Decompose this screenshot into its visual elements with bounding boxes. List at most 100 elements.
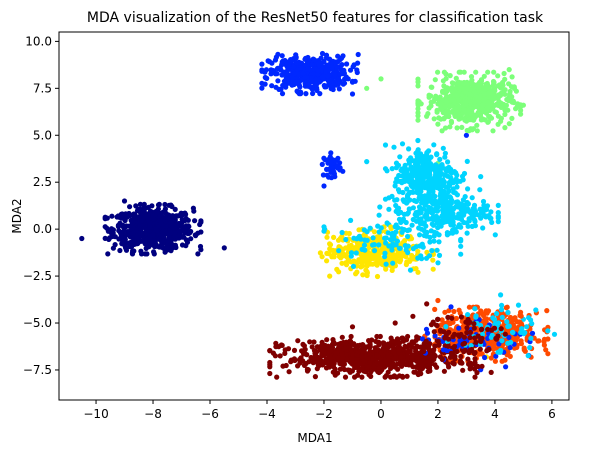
data-point bbox=[376, 242, 382, 248]
data-point bbox=[275, 78, 281, 84]
data-point bbox=[472, 360, 478, 366]
data-point bbox=[426, 94, 432, 100]
data-point bbox=[498, 326, 504, 332]
data-point bbox=[374, 273, 381, 280]
data-point bbox=[456, 325, 462, 331]
data-point bbox=[408, 164, 414, 170]
data-point bbox=[415, 248, 421, 254]
data-point bbox=[406, 173, 413, 179]
data-point bbox=[158, 212, 164, 218]
data-point bbox=[493, 353, 499, 359]
data-point bbox=[162, 201, 168, 208]
data-point bbox=[179, 223, 185, 230]
data-point bbox=[321, 183, 327, 189]
data-point bbox=[421, 348, 427, 354]
data-point bbox=[361, 254, 367, 260]
data-point bbox=[369, 337, 375, 343]
data-point bbox=[276, 86, 282, 92]
data-point bbox=[441, 83, 447, 89]
data-point bbox=[471, 321, 477, 327]
data-point bbox=[122, 243, 128, 249]
data-point bbox=[406, 146, 412, 152]
data-point bbox=[475, 333, 481, 339]
data-point bbox=[494, 311, 500, 317]
data-point bbox=[424, 233, 430, 239]
data-point bbox=[325, 78, 331, 84]
x-tick-label: −2 bbox=[315, 407, 333, 421]
data-point bbox=[335, 355, 341, 361]
y-axis-ticks: −7.5 −5.0 −2.5 0.0 2.5 5.0 7.5 10.0 bbox=[23, 34, 59, 377]
data-point bbox=[492, 88, 498, 94]
data-point bbox=[469, 82, 476, 88]
data-point bbox=[371, 364, 377, 371]
data-point bbox=[451, 308, 457, 315]
data-point bbox=[446, 336, 452, 342]
data-point bbox=[460, 203, 466, 209]
data-point bbox=[479, 311, 486, 317]
data-point bbox=[408, 178, 415, 185]
data-point bbox=[335, 370, 341, 376]
data-point bbox=[452, 356, 458, 362]
data-point bbox=[364, 251, 371, 257]
data-point bbox=[288, 357, 294, 363]
data-point bbox=[427, 253, 433, 259]
data-point bbox=[458, 353, 464, 360]
data-point bbox=[460, 326, 466, 332]
data-point bbox=[355, 372, 361, 378]
data-point bbox=[432, 96, 438, 102]
data-point bbox=[280, 82, 286, 89]
data-point bbox=[267, 364, 273, 370]
data-point bbox=[485, 69, 491, 75]
data-point bbox=[441, 202, 447, 208]
data-point bbox=[462, 194, 468, 200]
data-point bbox=[337, 235, 343, 242]
data-point bbox=[322, 157, 328, 163]
data-point bbox=[137, 223, 143, 229]
data-point bbox=[259, 67, 265, 73]
data-point bbox=[529, 330, 536, 336]
data-point bbox=[396, 172, 402, 179]
data-point bbox=[469, 195, 475, 201]
x-tick-label: −4 bbox=[258, 407, 276, 421]
data-point bbox=[398, 354, 404, 360]
data-point bbox=[492, 232, 498, 238]
data-point bbox=[465, 356, 471, 362]
data-point bbox=[343, 344, 349, 350]
data-point bbox=[458, 224, 464, 230]
data-point bbox=[442, 309, 448, 315]
data-point bbox=[188, 236, 194, 242]
data-point bbox=[485, 326, 491, 332]
data-point bbox=[272, 353, 278, 359]
data-point bbox=[473, 313, 479, 319]
data-point bbox=[488, 95, 494, 101]
data-point bbox=[511, 99, 517, 106]
y-axis-label: MDA2 bbox=[10, 198, 24, 233]
data-point bbox=[301, 343, 307, 349]
data-point bbox=[118, 215, 125, 221]
data-point bbox=[432, 180, 438, 186]
data-point bbox=[343, 236, 349, 243]
data-point bbox=[395, 187, 402, 193]
data-point bbox=[274, 374, 280, 380]
data-point bbox=[435, 121, 441, 127]
data-point bbox=[398, 254, 404, 260]
data-point bbox=[436, 252, 443, 258]
data-point bbox=[477, 187, 483, 193]
y-tick-label: −7.5 bbox=[23, 363, 52, 377]
data-point bbox=[401, 211, 407, 217]
data-point bbox=[439, 162, 445, 168]
data-point bbox=[117, 247, 123, 254]
data-point bbox=[505, 107, 511, 113]
data-point bbox=[182, 217, 188, 223]
data-point bbox=[474, 82, 480, 88]
data-point bbox=[404, 349, 411, 355]
data-point bbox=[448, 222, 454, 228]
data-point bbox=[452, 190, 458, 196]
data-point bbox=[115, 222, 121, 228]
data-point bbox=[456, 69, 462, 75]
data-point bbox=[426, 177, 433, 183]
data-point bbox=[131, 248, 137, 254]
data-point bbox=[116, 236, 122, 242]
data-point bbox=[405, 233, 411, 240]
data-point bbox=[464, 230, 470, 236]
